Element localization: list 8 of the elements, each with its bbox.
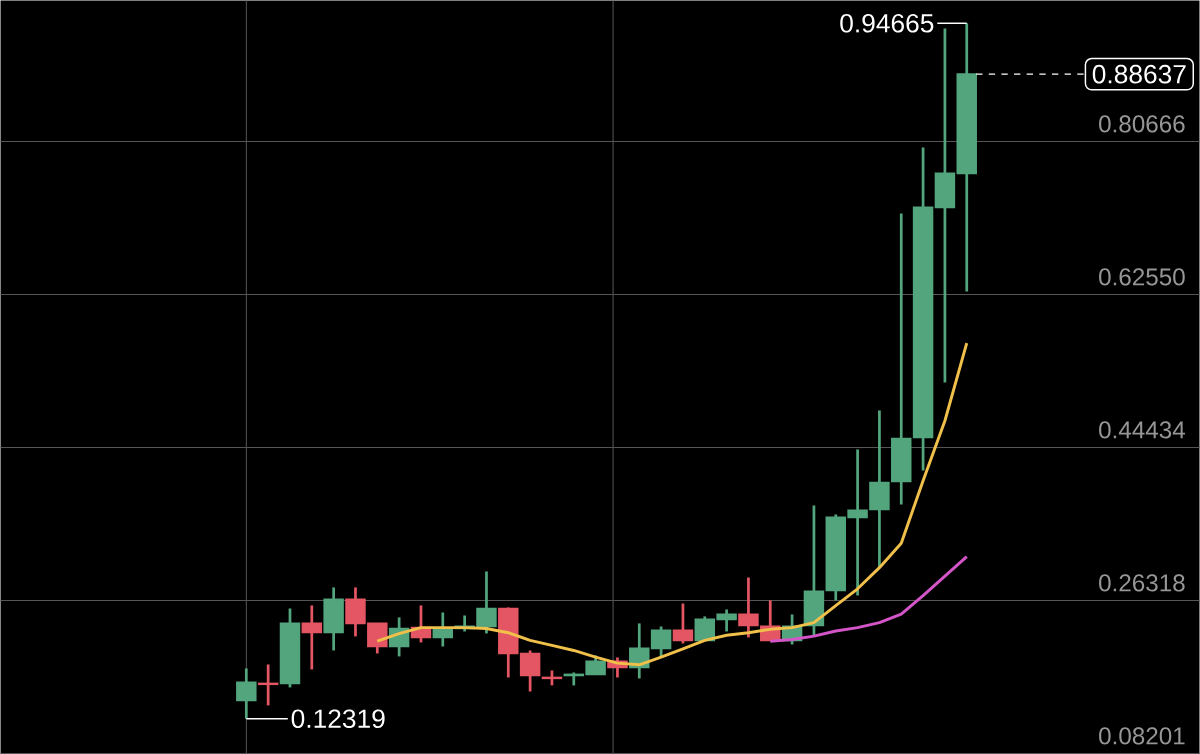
y-tick-label: 0.80666: [1099, 115, 1185, 133]
y-tick-label: 0.26318: [1099, 574, 1185, 592]
y-tick-label: 0.08201: [1099, 727, 1185, 745]
y-tick-label: 0.62550: [1099, 268, 1185, 286]
annotation: 0.94665: [840, 13, 934, 33]
annotation: 0.12319: [291, 709, 385, 728]
ref-line-label: 0.88637: [1092, 64, 1186, 84]
y-tick-label: 0.44434: [1099, 421, 1185, 439]
